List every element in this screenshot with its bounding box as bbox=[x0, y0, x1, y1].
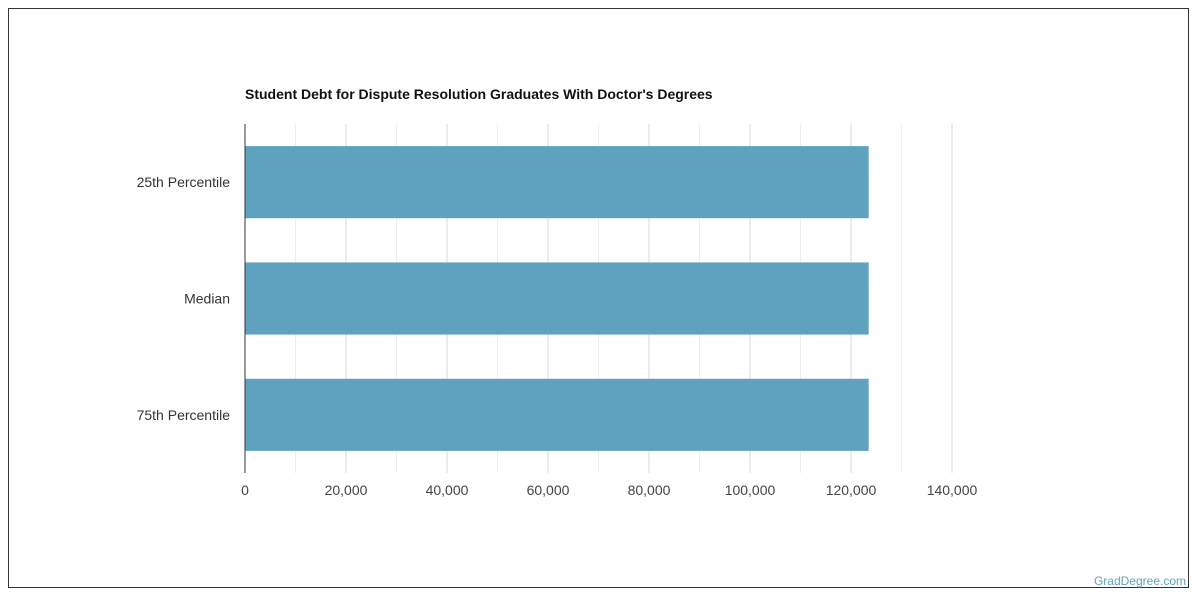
category-label: 25th Percentile bbox=[137, 174, 231, 190]
credit-link[interactable]: GradDegree.com bbox=[1093, 574, 1186, 588]
x-tick-label: 100,000 bbox=[725, 482, 776, 498]
category-label: 75th Percentile bbox=[137, 407, 231, 423]
bar-25th-percentile bbox=[245, 146, 869, 219]
x-tick-label: 80,000 bbox=[628, 482, 671, 498]
x-tick-label: 60,000 bbox=[527, 482, 570, 498]
x-tick-label: 140,000 bbox=[927, 482, 978, 498]
bar-75th-percentile bbox=[245, 378, 869, 451]
bar-median bbox=[245, 262, 869, 335]
x-tick-label: 120,000 bbox=[826, 482, 877, 498]
x-tick-label: 20,000 bbox=[325, 482, 368, 498]
x-tick-label: 0 bbox=[241, 482, 249, 498]
x-tick-label: 40,000 bbox=[426, 482, 469, 498]
category-label: Median bbox=[184, 291, 230, 307]
chart-title: Student Debt for Dispute Resolution Grad… bbox=[245, 86, 713, 102]
